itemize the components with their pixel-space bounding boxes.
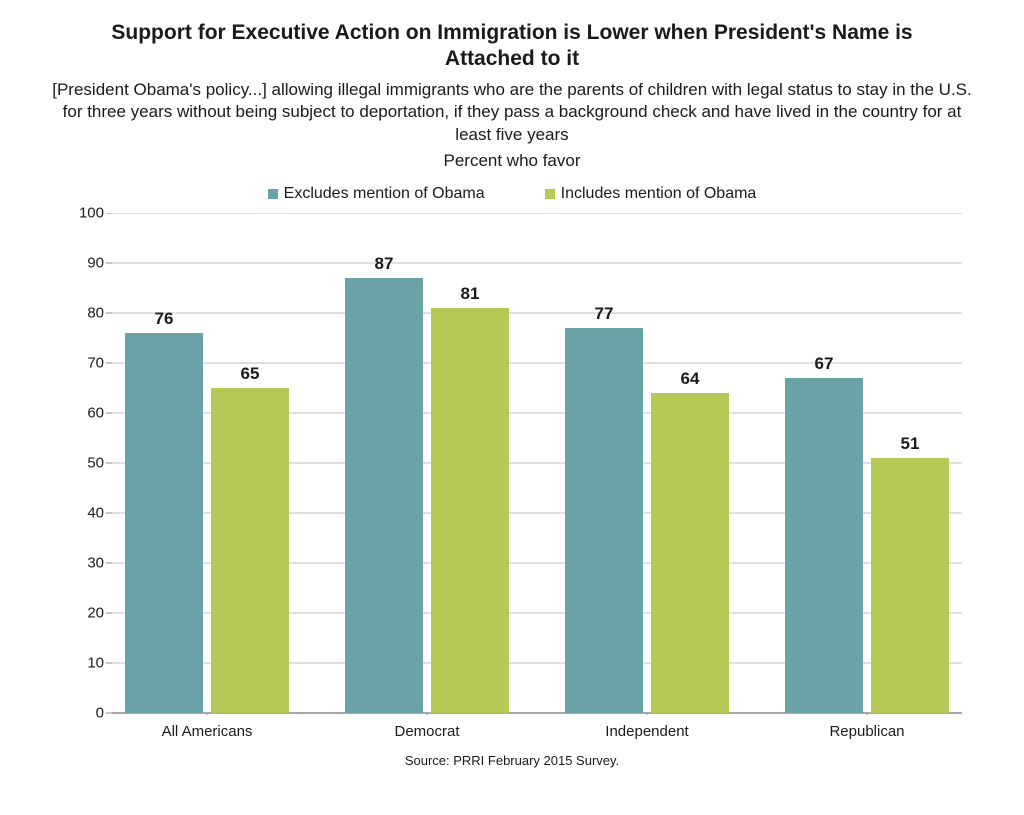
bar-value-label: 51: [901, 434, 920, 454]
bar-value-label: 81: [461, 284, 480, 304]
bar-value-label: 65: [241, 364, 260, 384]
bar-series1: [345, 278, 423, 713]
bar-value-label: 67: [815, 354, 834, 374]
legend-label-series2: Includes mention of Obama: [561, 185, 757, 203]
chart-subtitle: [President Obama's policy...] allowing i…: [52, 79, 972, 148]
bar-series1: [785, 378, 863, 713]
source-text: Source: PRRI February 2015 Survey.: [40, 753, 984, 768]
chart-subtitle-2: Percent who favor: [40, 151, 984, 171]
bar-series2: [871, 458, 949, 713]
bar-value-label: 77: [595, 304, 614, 324]
bar-series2: [211, 388, 289, 713]
bar-value-label: 76: [155, 309, 174, 329]
x-category-label: All Americans: [162, 723, 253, 740]
chart-container: Support for Executive Action on Immigrat…: [0, 0, 1024, 815]
legend-swatch-series2: [545, 189, 555, 199]
bar-value-label: 87: [375, 254, 394, 274]
legend-label-series1: Excludes mention of Obama: [284, 185, 485, 203]
plot-area: 01020304050607080901007665All Americans8…: [62, 213, 962, 713]
legend-item-series2: Includes mention of Obama: [545, 185, 757, 203]
x-category-label: Independent: [605, 723, 688, 740]
x-category-label: Republican: [829, 723, 904, 740]
chart-title: Support for Executive Action on Immigrat…: [102, 20, 922, 73]
legend-swatch-series1: [268, 189, 278, 199]
bar-series2: [651, 393, 729, 713]
legend-item-series1: Excludes mention of Obama: [268, 185, 485, 203]
bar-series1: [565, 328, 643, 713]
bar-series1: [125, 333, 203, 713]
bar-value-label: 64: [681, 369, 700, 389]
legend: Excludes mention of Obama Includes menti…: [40, 185, 984, 203]
x-category-label: Democrat: [394, 723, 459, 740]
bar-series2: [431, 308, 509, 713]
